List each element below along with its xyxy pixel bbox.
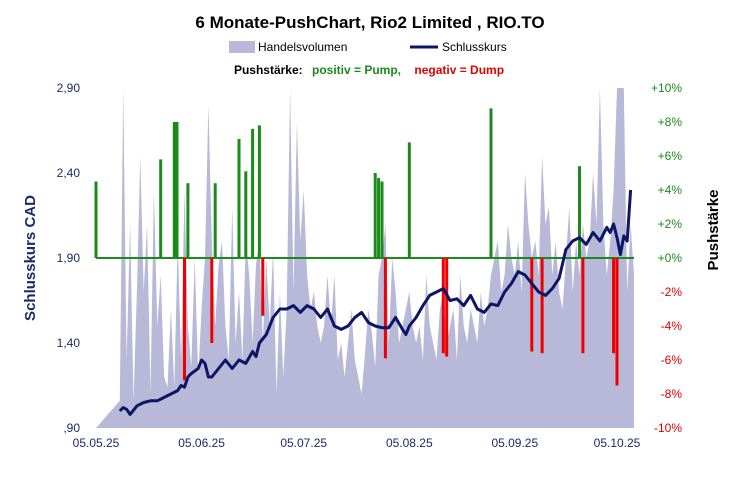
pump-bar [172, 122, 176, 258]
dump-bar [615, 258, 619, 386]
push-legend-positive: positiv = Pump, [312, 63, 401, 77]
dump-bar [383, 258, 387, 359]
pump-bar [373, 173, 377, 258]
pump-bar [407, 142, 411, 258]
pump-bar [377, 178, 381, 258]
x-axis: 05.05.25 05.06.25 05.07.25 05.08.25 05.09.25… [73, 436, 641, 450]
close-price-line [118, 189, 633, 416]
chart-title: 6 Monate-PushChart, Rio2 Limited , RIO.T… [195, 13, 544, 32]
y-axis-left: ,90 1,40 1,90 2,40 2,90 [57, 81, 81, 435]
y-right-tick-label: +4% [658, 183, 683, 197]
y-right-tick-label: +10% [651, 81, 682, 95]
y-left-tick-label: 2,90 [57, 81, 81, 95]
legend-volume-swatch [229, 41, 255, 53]
push-legend: Pushstärke: positiv = Pump, negativ = Du… [234, 63, 504, 77]
y-left-tick-label: 2,40 [57, 166, 81, 180]
y-right-tick-label: +6% [658, 149, 683, 163]
y-right-tick-label: -4% [661, 319, 683, 333]
y-axis-left-title: Schlusskurs CAD [22, 195, 39, 321]
legend: Handelsvolumen Schlusskurs [229, 40, 507, 54]
y-left-tick-label: 1,40 [57, 336, 81, 350]
pump-bar [237, 139, 241, 258]
volume-layer [96, 88, 634, 428]
dump-bar [612, 258, 616, 354]
x-tick-label: 05.05.25 [73, 436, 120, 450]
legend-volume-label: Handelsvolumen [258, 40, 347, 54]
y-left-tick-label: ,90 [63, 421, 80, 435]
x-tick-label: 05.08.25 [386, 436, 433, 450]
push-bars-layer [94, 108, 619, 386]
pump-bar [251, 128, 255, 258]
dump-bar [261, 258, 265, 316]
y-axis-right: +10% +8% +6% +4% +2% +0% -2% -4% -6% -8% -10% [651, 81, 682, 435]
volume-area [96, 88, 634, 428]
dump-bar [581, 258, 585, 354]
y-right-tick-label: -2% [661, 285, 683, 299]
dump-bar [540, 258, 544, 354]
pump-bar [489, 108, 493, 259]
close-line-layer [118, 189, 633, 416]
x-tick-label: 05.07.25 [280, 436, 327, 450]
pump-bar [244, 171, 248, 258]
x-tick-label: 05.09.25 [491, 436, 538, 450]
pump-bar [159, 159, 163, 258]
pump-bar [257, 125, 261, 259]
pump-bar [380, 181, 384, 258]
y-axis-right-title: Pushstärke [705, 190, 722, 271]
dump-bar [441, 258, 445, 354]
y-right-tick-label: +2% [658, 217, 683, 231]
pump-bar [213, 183, 217, 258]
legend-close-label: Schlusskurs [442, 40, 507, 54]
pump-bar [94, 181, 98, 258]
y-right-tick-label: -8% [661, 387, 683, 401]
push-legend-prefix: Pushstärke: [234, 63, 303, 77]
y-right-tick-label: -6% [661, 353, 683, 367]
pump-bar [578, 166, 581, 258]
y-right-tick-label: +0% [658, 251, 683, 265]
pump-bar [186, 183, 190, 258]
push-legend-negative: negativ = Dump [414, 63, 504, 77]
y-right-tick-label: -10% [654, 421, 682, 435]
y-left-tick-label: 1,90 [57, 251, 81, 265]
dump-bar [530, 258, 534, 352]
pump-bar [175, 122, 179, 258]
dump-bar [183, 258, 186, 381]
y-right-tick-label: +8% [658, 115, 683, 129]
dump-bar [210, 258, 214, 343]
x-tick-label: 05.10.25 [594, 436, 641, 450]
x-tick-label: 05.06.25 [178, 436, 225, 450]
dump-bar [445, 258, 449, 357]
